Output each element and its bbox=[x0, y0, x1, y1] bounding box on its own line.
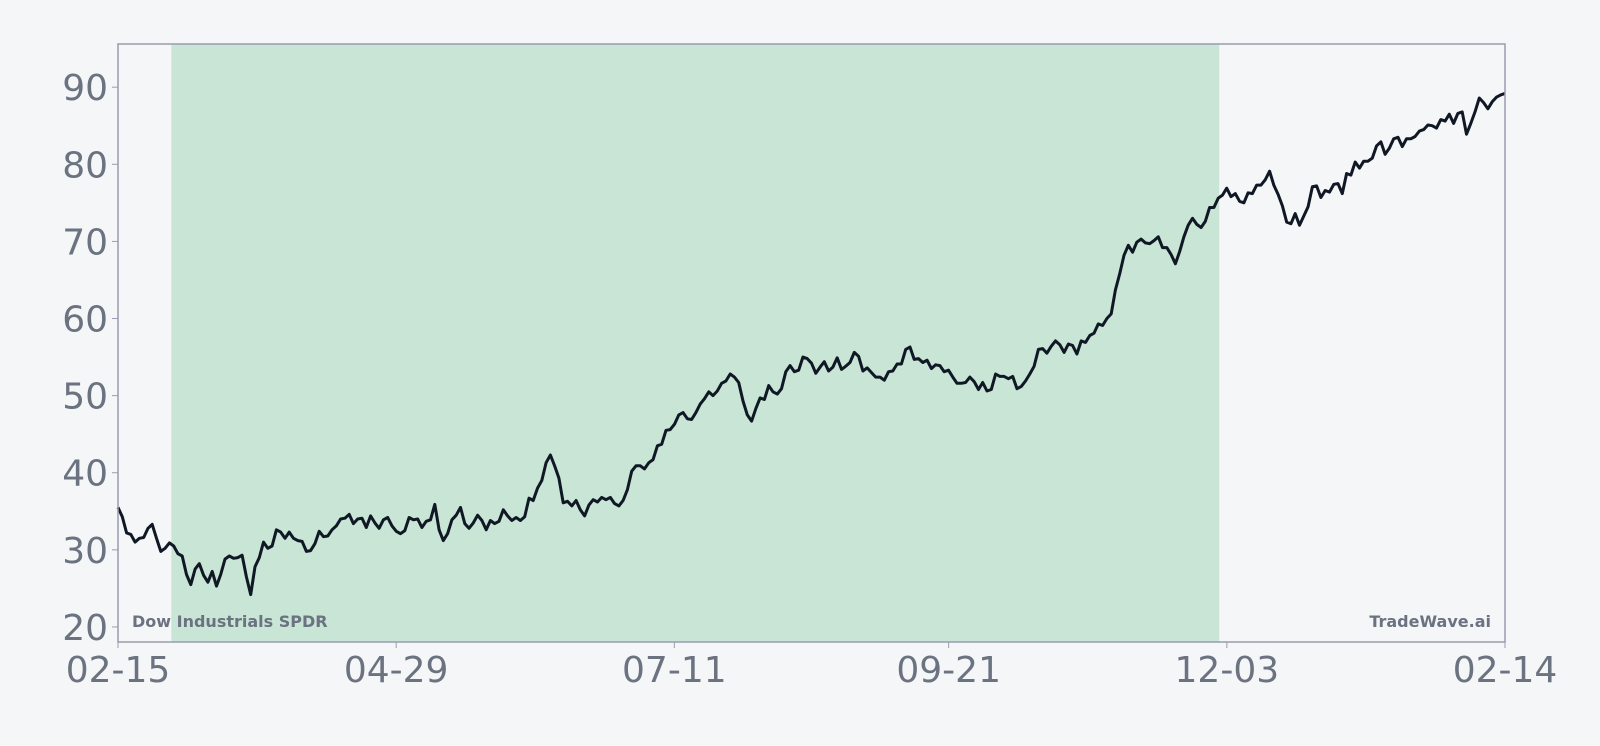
y-axis: 20 30 40 50 60 70 80 90 bbox=[62, 68, 118, 649]
y-tick-label: 70 bbox=[62, 222, 108, 263]
y-tick-label: 30 bbox=[62, 531, 108, 572]
y-tick-label: 40 bbox=[62, 454, 108, 495]
x-tick-label: 12-03 bbox=[1175, 650, 1280, 691]
y-tick-label: 60 bbox=[62, 300, 108, 341]
x-tick-label: 02-14 bbox=[1453, 650, 1558, 691]
watermark-label: TradeWave.ai bbox=[1369, 612, 1491, 631]
y-tick-label: 90 bbox=[62, 68, 108, 109]
x-tick-label: 07-11 bbox=[622, 650, 727, 691]
x-axis: 02-15 04-29 07-11 09-21 12-03 02-14 bbox=[66, 642, 1558, 691]
ticker-label: Dow Industrials SPDR bbox=[132, 612, 328, 631]
x-tick-label: 02-15 bbox=[66, 650, 171, 691]
x-tick-label: 04-29 bbox=[344, 650, 449, 691]
x-tick-label: 09-21 bbox=[896, 650, 1001, 691]
highlight-band bbox=[171, 44, 1220, 642]
y-tick-label: 50 bbox=[62, 377, 108, 418]
price-line bbox=[116, 91, 1506, 597]
y-tick-label: 20 bbox=[62, 608, 108, 649]
plot-frame bbox=[117, 43, 1506, 643]
y-tick-label: 80 bbox=[62, 145, 108, 186]
